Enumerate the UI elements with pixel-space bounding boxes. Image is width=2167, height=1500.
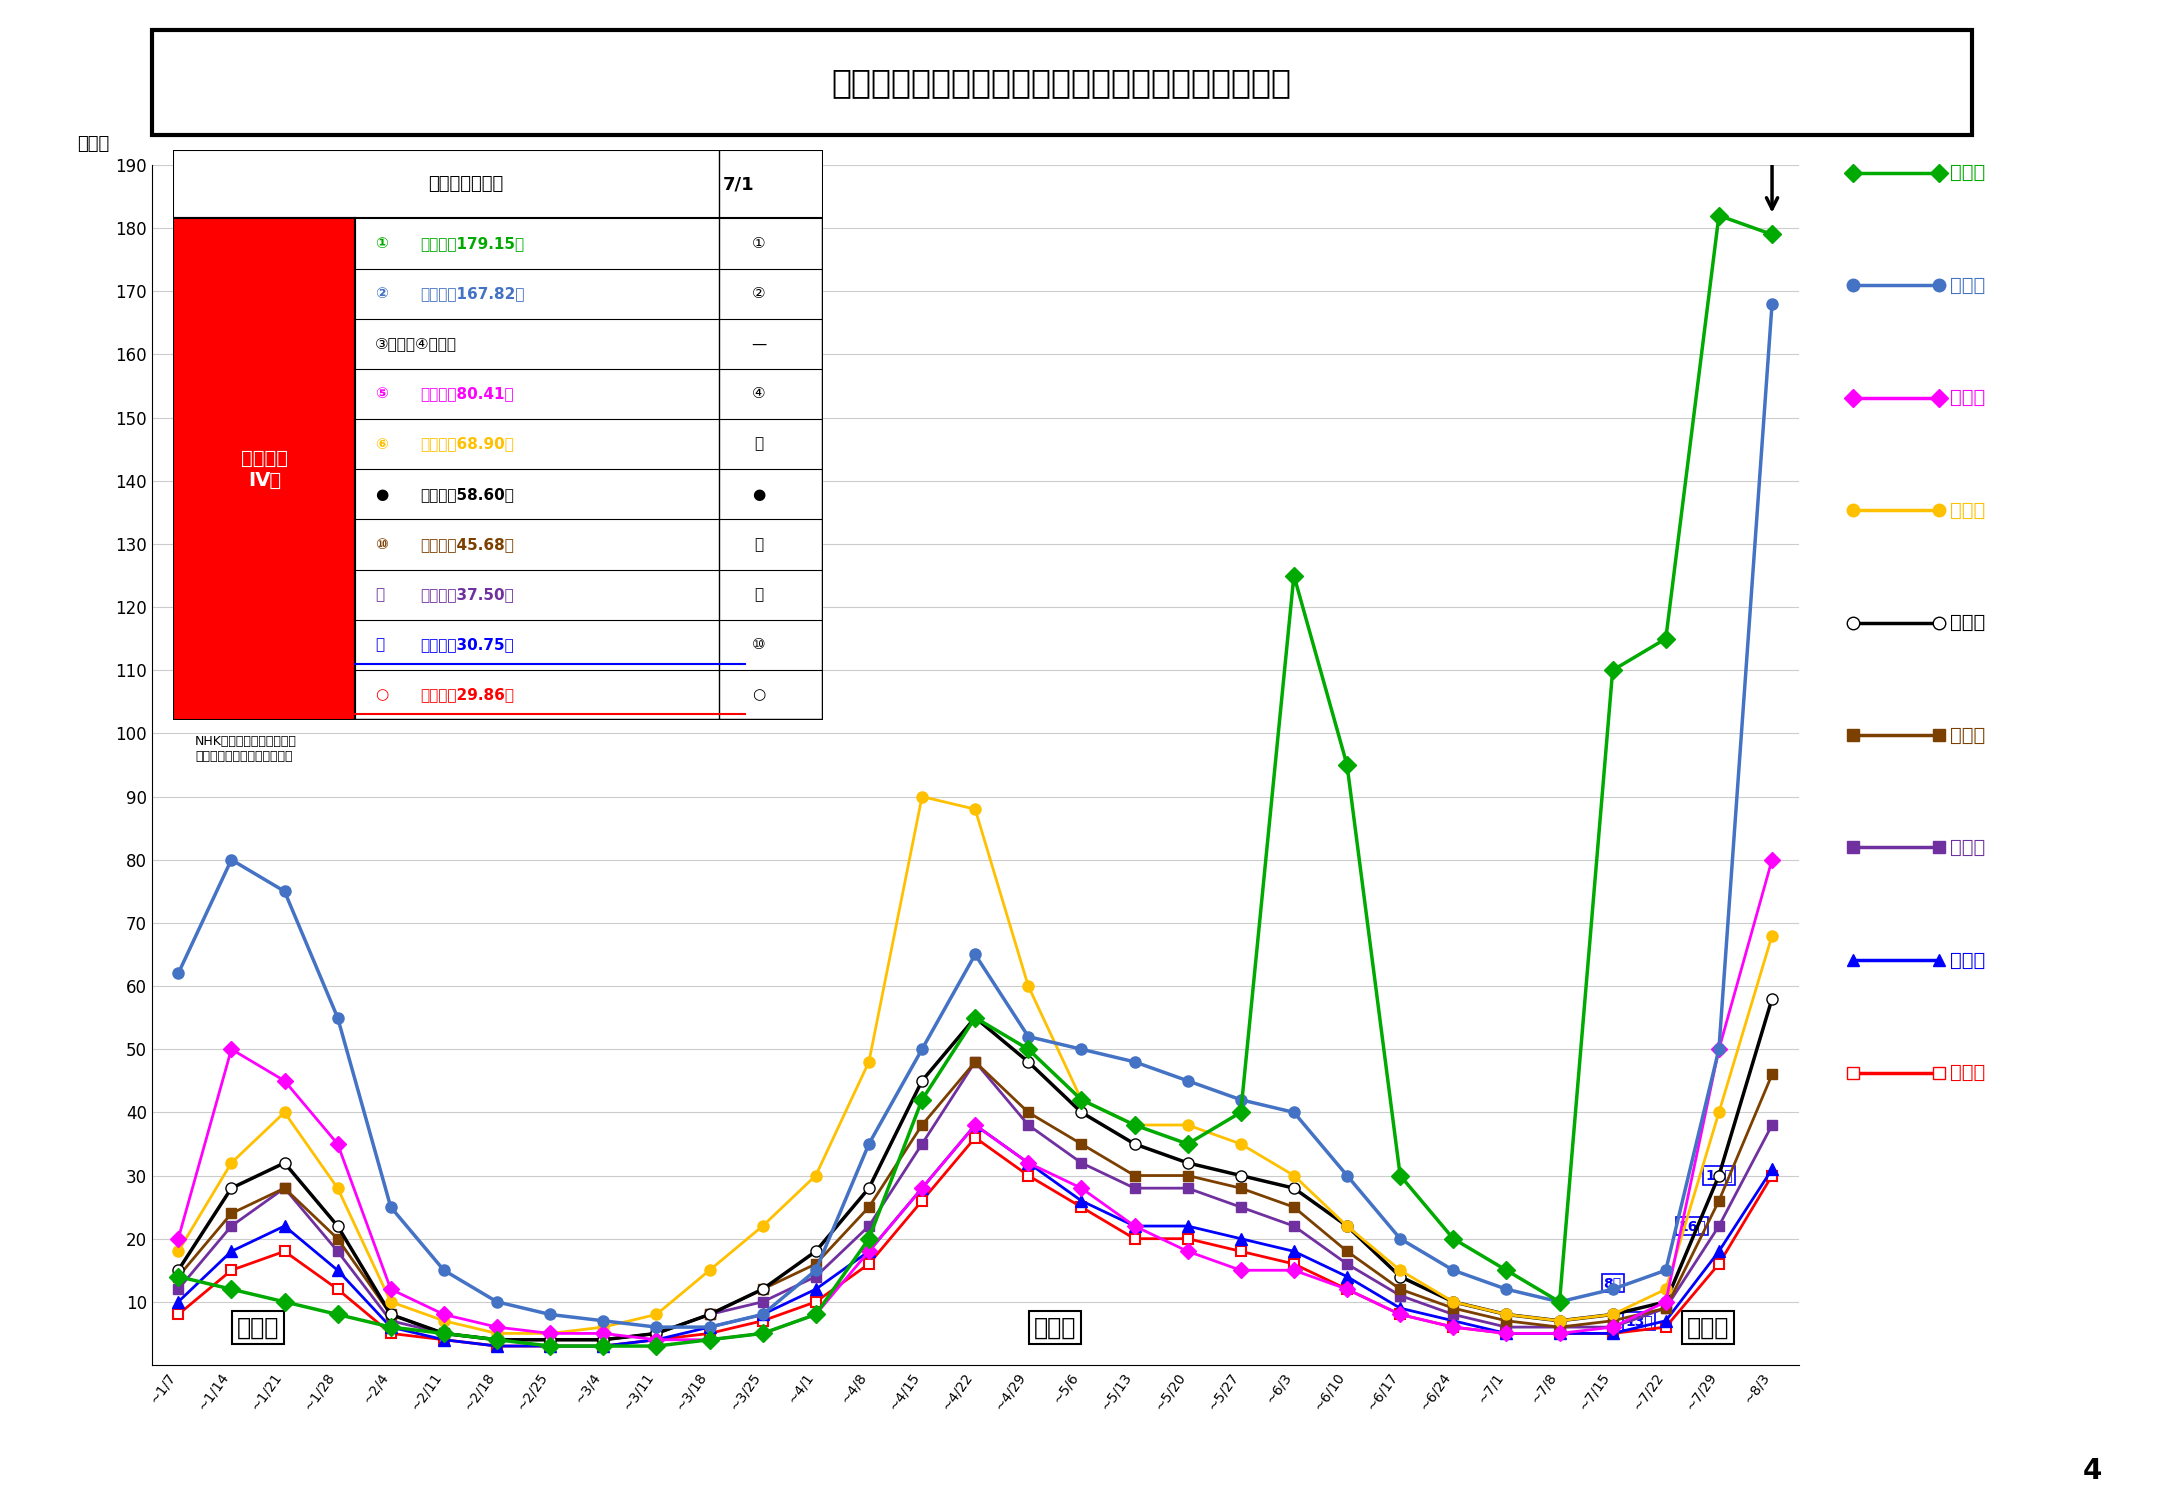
Text: 沖縄県: 沖縄県: [1950, 164, 1985, 182]
Text: 奈良県: 奈良県: [1950, 951, 1985, 969]
Text: ステージ
Ⅳ相: ステージ Ⅳ相: [241, 448, 288, 489]
Text: ②: ②: [375, 286, 388, 302]
Text: 千葉県：80.41人: 千葉県：80.41人: [420, 387, 514, 402]
Text: ⑯: ⑯: [375, 638, 384, 652]
Text: 16位: 16位: [1679, 1220, 1705, 1233]
Text: ⑥: ⑥: [375, 436, 388, 451]
Text: 大阪府: 大阪府: [1950, 501, 1985, 519]
Text: ⑤: ⑤: [375, 387, 388, 402]
Text: 東京都: 東京都: [1950, 276, 1985, 294]
Text: 兵庫県: 兵庫県: [1950, 839, 1985, 856]
Text: 直近１週間の人口１０万人当たりの陽性者数の推移: 直近１週間の人口１０万人当たりの陽性者数の推移: [832, 66, 1292, 99]
Text: 東京都：167.82人: 東京都：167.82人: [420, 286, 524, 302]
Text: 奈良市: 奈良市: [1950, 1064, 1985, 1082]
Text: ②: ②: [752, 286, 765, 302]
Text: ○: ○: [375, 687, 388, 702]
Text: ○: ○: [752, 687, 765, 702]
Text: ④: ④: [752, 387, 765, 402]
Text: 第３波: 第３波: [236, 1316, 280, 1340]
Text: 全　国: 全 国: [1950, 614, 1985, 632]
Text: 4: 4: [2082, 1456, 2102, 1485]
Bar: [173, 150, 823, 219]
Text: 13位: 13位: [1625, 1314, 1653, 1328]
Text: NHK「新型コロナウイルス
特設サイト」から引用・集計: NHK「新型コロナウイルス 特設サイト」から引用・集計: [195, 735, 297, 764]
Text: 大阪府：68.90人: 大阪府：68.90人: [420, 436, 514, 451]
Text: 奈良市：29.86人: 奈良市：29.86人: [420, 687, 514, 702]
Text: 千葉県: 千葉県: [1950, 388, 1985, 406]
Text: 全　国：58.60人: 全 国：58.60人: [420, 488, 514, 502]
Text: ㉒: ㉒: [754, 586, 763, 602]
Text: （人）: （人）: [78, 135, 111, 153]
Text: ●: ●: [375, 488, 388, 502]
FancyArrowPatch shape: [1766, 136, 1777, 209]
Text: 兵庫県：37.50人: 兵庫県：37.50人: [420, 586, 514, 602]
Text: ⑫: ⑫: [754, 436, 763, 451]
Text: ③糸川県④埼玉県: ③糸川県④埼玉県: [375, 336, 457, 351]
Text: 沖縄県：179.15人: 沖縄県：179.15人: [420, 236, 524, 250]
Text: 京都府：45.68人: 京都府：45.68人: [420, 537, 514, 552]
Text: 16位: 16位: [1705, 1168, 1734, 1182]
Text: 月　３日火　賑: 月 ３日火 賑: [429, 176, 503, 194]
Text: ①: ①: [375, 236, 388, 250]
Text: ⑫: ⑫: [375, 586, 384, 602]
Text: —: —: [750, 336, 767, 351]
Text: 7/1: 7/1: [724, 176, 754, 194]
Bar: [173, 219, 355, 720]
Text: ⑩: ⑩: [752, 638, 765, 652]
Text: 奈良県：30.75人: 奈良県：30.75人: [420, 638, 514, 652]
Text: 8位: 8位: [1604, 1276, 1621, 1290]
Text: 第４波: 第４波: [1034, 1316, 1077, 1340]
Text: ●: ●: [752, 488, 765, 502]
Text: ⑩: ⑩: [375, 537, 388, 552]
Text: ①: ①: [752, 236, 765, 250]
Text: 第５波: 第５波: [1688, 1316, 1729, 1340]
Text: 京都府: 京都府: [1950, 726, 1985, 744]
Text: ⑳: ⑳: [754, 537, 763, 552]
